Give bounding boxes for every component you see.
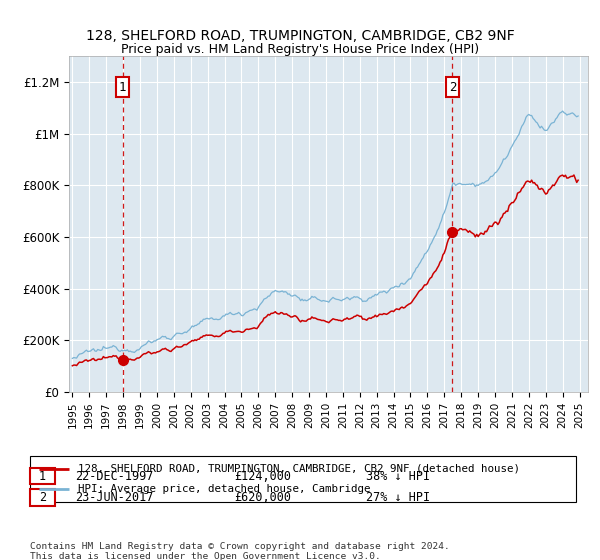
Text: HPI: Average price, detached house, Cambridge: HPI: Average price, detached house, Camb… [78,484,371,494]
Text: Contains HM Land Registry data © Crown copyright and database right 2024.
This d: Contains HM Land Registry data © Crown c… [30,542,450,560]
Text: 1: 1 [119,81,127,94]
Text: 38% ↓ HPI: 38% ↓ HPI [366,469,430,483]
Text: 128, SHELFORD ROAD, TRUMPINGTON, CAMBRIDGE, CB2 9NF (detached house): 128, SHELFORD ROAD, TRUMPINGTON, CAMBRID… [78,464,520,474]
Text: £124,000: £124,000 [234,469,291,483]
Text: 128, SHELFORD ROAD, TRUMPINGTON, CAMBRIDGE, CB2 9NF: 128, SHELFORD ROAD, TRUMPINGTON, CAMBRID… [86,29,514,44]
Text: 22-DEC-1997: 22-DEC-1997 [75,469,154,483]
Text: 27% ↓ HPI: 27% ↓ HPI [366,491,430,504]
Text: Price paid vs. HM Land Registry's House Price Index (HPI): Price paid vs. HM Land Registry's House … [121,43,479,56]
Text: £620,000: £620,000 [234,491,291,504]
Text: 2: 2 [39,491,46,504]
Text: 2: 2 [449,81,456,94]
Text: 23-JUN-2017: 23-JUN-2017 [75,491,154,504]
Text: 1: 1 [39,469,46,483]
